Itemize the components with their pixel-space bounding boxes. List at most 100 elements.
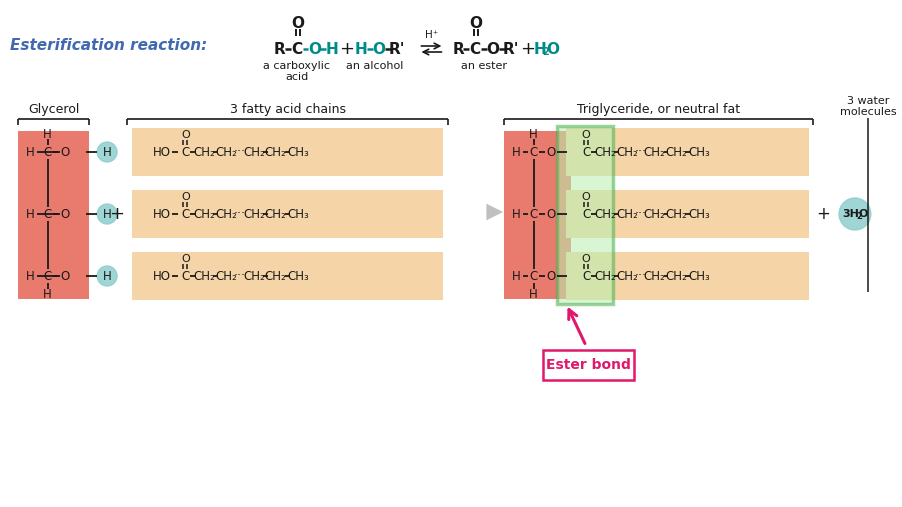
Text: CH₂: CH₂: [216, 146, 237, 159]
Text: CH₃: CH₃: [288, 207, 309, 221]
Text: C: C: [529, 207, 538, 221]
Text: Esterification reaction:: Esterification reaction:: [10, 38, 207, 53]
Bar: [557, 126, 613, 304]
Text: C: C: [291, 42, 302, 56]
Text: CH₂: CH₂: [265, 270, 287, 282]
Text: an ester: an ester: [461, 61, 507, 71]
Text: CH₂: CH₂: [616, 207, 638, 221]
Text: a carboxylic: a carboxylic: [263, 61, 330, 71]
Text: CH₂: CH₂: [216, 207, 237, 221]
Text: H: H: [43, 127, 52, 140]
Bar: [504, 131, 571, 299]
Text: HO: HO: [152, 146, 170, 159]
Text: 3 fatty acid chains: 3 fatty acid chains: [230, 102, 345, 116]
Text: H: H: [354, 42, 367, 56]
Text: O: O: [858, 209, 868, 219]
Text: +: +: [520, 40, 535, 58]
Text: O: O: [291, 16, 304, 30]
Text: Ester bond: Ester bond: [546, 358, 630, 372]
Text: CH₂: CH₂: [594, 270, 616, 282]
Text: H: H: [26, 207, 35, 221]
Text: 2: 2: [856, 211, 861, 221]
Text: CH₂: CH₂: [666, 270, 687, 282]
Text: C: C: [181, 207, 189, 221]
Bar: [132, 128, 444, 176]
Text: CH₂: CH₂: [644, 207, 666, 221]
Bar: [18, 131, 89, 299]
Text: O: O: [60, 207, 70, 221]
Circle shape: [97, 266, 117, 286]
Text: CH₂: CH₂: [666, 146, 687, 159]
Text: +: +: [338, 40, 354, 58]
Text: O: O: [308, 42, 321, 56]
Text: O: O: [181, 254, 189, 264]
Text: C: C: [529, 146, 538, 159]
Text: +: +: [109, 205, 124, 223]
Text: O: O: [60, 270, 70, 282]
Bar: [566, 128, 809, 176]
Text: CH₃: CH₃: [688, 207, 710, 221]
Text: O: O: [547, 270, 556, 282]
Text: CH₂: CH₂: [616, 270, 638, 282]
Text: H: H: [529, 127, 538, 140]
Text: O: O: [582, 254, 591, 264]
Text: 3 water: 3 water: [847, 96, 889, 106]
Text: CH₃: CH₃: [688, 146, 710, 159]
Text: 2: 2: [542, 47, 549, 57]
Text: CH₂: CH₂: [243, 270, 265, 282]
Text: R': R': [502, 42, 519, 56]
Text: C: C: [43, 270, 51, 282]
Text: O: O: [547, 146, 556, 159]
Text: an alcohol: an alcohol: [346, 61, 403, 71]
Text: CH₂: CH₂: [193, 146, 216, 159]
Text: R: R: [452, 42, 465, 56]
Bar: [566, 252, 809, 300]
Text: H: H: [26, 146, 35, 159]
Text: H: H: [26, 270, 35, 282]
Text: CH₃: CH₃: [288, 146, 309, 159]
Text: O: O: [486, 42, 500, 56]
Text: C: C: [181, 270, 189, 282]
Bar: [566, 190, 809, 238]
Text: +: +: [816, 205, 830, 223]
Text: C: C: [582, 207, 590, 221]
Text: CH₂: CH₂: [616, 146, 638, 159]
Text: ···: ···: [635, 270, 647, 282]
Text: O: O: [547, 207, 556, 221]
Text: H: H: [512, 146, 521, 159]
Text: H: H: [43, 287, 52, 301]
Text: ···: ···: [234, 270, 246, 282]
Text: ···: ···: [234, 146, 246, 159]
Text: CH₂: CH₂: [243, 146, 265, 159]
Text: O: O: [546, 42, 559, 56]
Text: H: H: [533, 42, 546, 56]
Text: CH₂: CH₂: [265, 207, 287, 221]
Text: C: C: [43, 207, 51, 221]
Text: C: C: [582, 146, 590, 159]
Text: CH₃: CH₃: [688, 270, 710, 282]
Text: H: H: [103, 146, 112, 159]
Text: C: C: [181, 146, 189, 159]
Circle shape: [97, 142, 117, 162]
Text: O: O: [373, 42, 385, 56]
Text: C: C: [582, 270, 590, 282]
Text: R': R': [389, 42, 405, 56]
Text: CH₂: CH₂: [666, 207, 687, 221]
Text: H: H: [512, 207, 521, 221]
Text: ···: ···: [635, 146, 647, 159]
FancyBboxPatch shape: [542, 350, 634, 380]
Text: O: O: [181, 192, 189, 202]
Text: HO: HO: [152, 270, 170, 282]
Text: O: O: [60, 146, 70, 159]
Text: CH₃: CH₃: [288, 270, 309, 282]
Text: O: O: [181, 130, 189, 140]
Text: H: H: [512, 270, 521, 282]
Text: CH₂: CH₂: [594, 207, 616, 221]
Text: R: R: [274, 42, 286, 56]
Text: acid: acid: [285, 72, 308, 82]
Text: Triglyceride, or neutral fat: Triglyceride, or neutral fat: [577, 102, 741, 116]
Text: O: O: [470, 16, 483, 30]
Text: C: C: [43, 146, 51, 159]
Text: CH₂: CH₂: [193, 207, 216, 221]
Text: O: O: [582, 130, 591, 140]
